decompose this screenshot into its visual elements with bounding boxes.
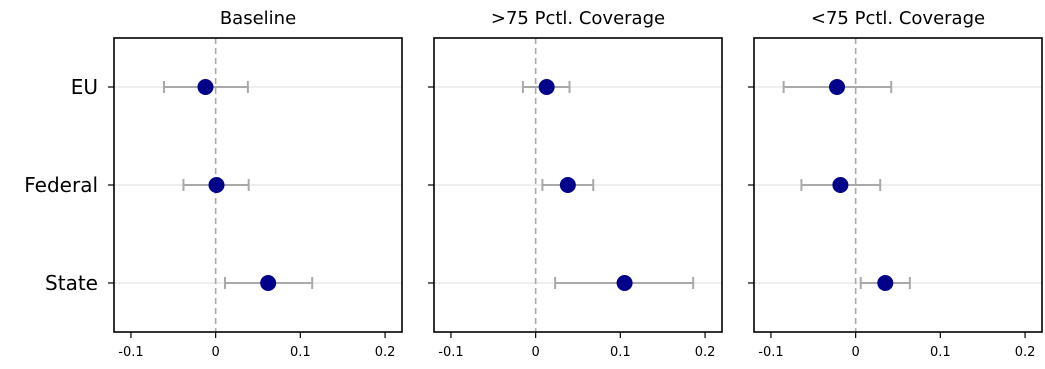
x-tick-label: -0.1 (758, 345, 783, 360)
panel-1: Baseline EU Federal State -0.1 0 0.1 0.2 (24, 8, 402, 360)
estimate-point-eu (829, 79, 845, 95)
x-tick-label: 0.1 (290, 345, 311, 360)
estimate-point-state (260, 275, 276, 291)
y-tick-label: Federal (24, 173, 98, 197)
x-tick-label: 0 (532, 345, 540, 360)
estimate-point-eu (197, 79, 213, 95)
estimate-point-federal (832, 177, 848, 193)
panel-title: <75 Pctl. Coverage (811, 8, 985, 29)
x-tick-label: 0.2 (695, 345, 716, 360)
panel-3: <75 Pctl. Coverage -0.1 0 0.1 0.2 (748, 8, 1042, 360)
estimate-point-federal (208, 177, 224, 193)
estimate-point-state (617, 275, 633, 291)
x-tick-label: 0 (852, 345, 860, 360)
x-tick-label: -0.1 (118, 345, 143, 360)
panel-title: >75 Pctl. Coverage (491, 8, 665, 29)
x-tick-label: 0.2 (375, 345, 396, 360)
y-tick-label: EU (71, 75, 98, 99)
x-tick-label: -0.1 (438, 345, 463, 360)
x-tick-label: 0.1 (610, 345, 631, 360)
panel-2: >75 Pctl. Coverage -0.1 0 0.1 0.2 (428, 8, 722, 360)
estimate-point-state (877, 275, 893, 291)
panel-title: Baseline (220, 8, 296, 29)
y-tick-label: State (45, 271, 98, 295)
x-tick-label: 0 (212, 345, 220, 360)
estimate-point-federal (560, 177, 576, 193)
x-tick-label: 0.2 (1015, 345, 1036, 360)
estimate-point-eu (539, 79, 555, 95)
x-tick-label: 0.1 (930, 345, 951, 360)
